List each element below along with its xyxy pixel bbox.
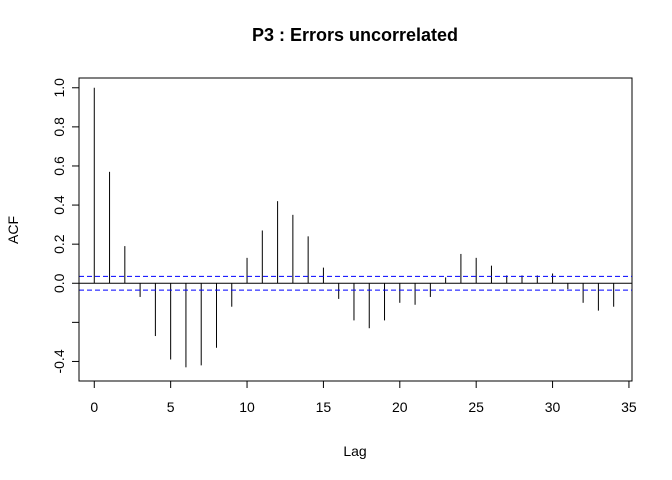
plot-frame	[78, 77, 633, 382]
y-axis-label: ACF	[5, 216, 21, 244]
acf-bars	[93, 87, 615, 368]
y-tick-label: 0.4	[51, 195, 67, 215]
y-tick-label: 0.0	[51, 273, 67, 293]
y-tick-label: 0.6	[51, 156, 67, 176]
x-tick-label: 35	[621, 399, 637, 415]
x-tick-label: 25	[468, 399, 484, 415]
x-axis-label: Lag	[343, 443, 366, 459]
x-tick-label: 20	[392, 399, 408, 415]
y-tick-label: 1.0	[51, 78, 67, 98]
y-tick-label: -0.4	[51, 349, 67, 373]
x-tick-label: 5	[167, 399, 175, 415]
y-tick-label: 0.8	[51, 117, 67, 137]
x-tick-label: 15	[316, 399, 332, 415]
x-axis: 0 5 10 15 20 25 30 35	[90, 380, 637, 415]
x-tick-label: 30	[545, 399, 561, 415]
y-tick-label: 0.2	[51, 234, 67, 254]
x-tick-label: 10	[239, 399, 255, 415]
y-axis: -0.4 0.0 0.2 0.4 0.6 0.8 1.0	[51, 78, 80, 374]
x-tick-label: 0	[90, 399, 98, 415]
chart-title: P3 : Errors uncorrelated	[252, 25, 458, 45]
